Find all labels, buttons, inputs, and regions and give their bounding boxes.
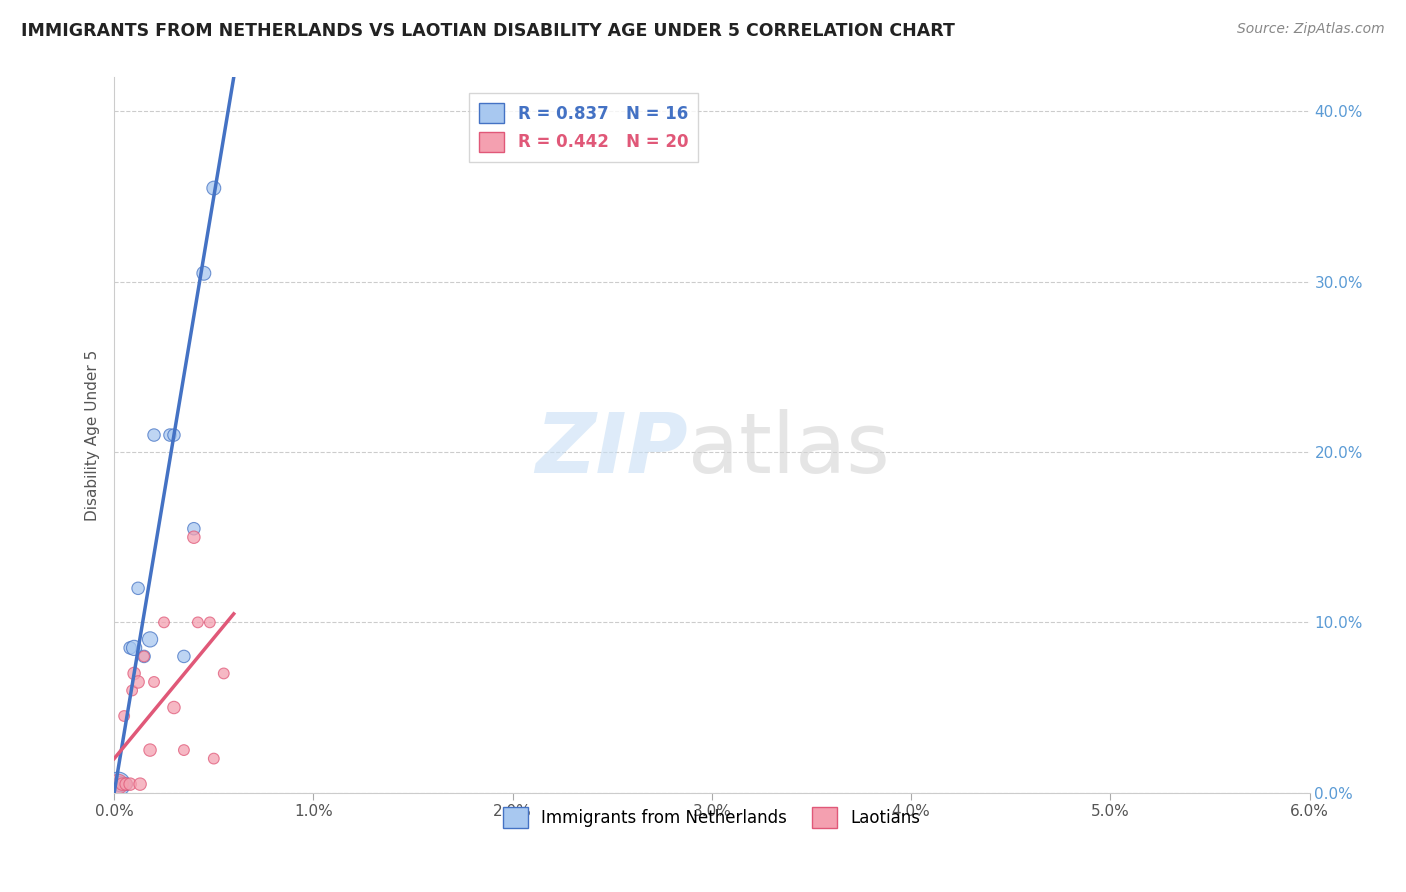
Point (153, 615, 176, 630)
Point (115, 777, 138, 791)
Point (108, 777, 131, 791)
Text: ZIP: ZIP (536, 409, 688, 490)
Text: atlas: atlas (688, 409, 890, 490)
Point (112, 777, 135, 791)
Point (107, 777, 129, 791)
Point (143, 428, 166, 442)
Point (173, 743, 195, 757)
Point (163, 428, 186, 442)
Point (122, 640, 145, 655)
Point (183, 522, 205, 536)
Point (139, 632, 162, 647)
Point (121, 683, 143, 698)
Point (212, 666, 235, 681)
Point (198, 615, 221, 630)
Point (193, 266, 215, 280)
Point (112, 709, 135, 723)
Point (115, 777, 138, 791)
Point (202, 181, 225, 195)
Point (120, 777, 142, 791)
Point (159, 428, 181, 442)
Point (173, 649, 195, 664)
Point (129, 777, 152, 791)
Text: Source: ZipAtlas.com: Source: ZipAtlas.com (1237, 22, 1385, 37)
Point (111, 777, 134, 791)
Point (187, 615, 209, 630)
Legend: Immigrants from Netherlands, Laotians: Immigrants from Netherlands, Laotians (496, 801, 928, 834)
Point (122, 666, 145, 681)
Point (143, 675, 166, 690)
Point (107, 777, 129, 791)
Point (139, 743, 162, 757)
Y-axis label: Disability Age Under 5: Disability Age Under 5 (86, 350, 100, 521)
Point (120, 640, 142, 655)
Point (127, 675, 149, 690)
Point (202, 751, 225, 765)
Point (132, 649, 155, 664)
Point (127, 582, 149, 596)
Point (163, 700, 186, 714)
Point (183, 530, 205, 544)
Text: IMMIGRANTS FROM NETHERLANDS VS LAOTIAN DISABILITY AGE UNDER 5 CORRELATION CHART: IMMIGRANTS FROM NETHERLANDS VS LAOTIAN D… (21, 22, 955, 40)
Point (132, 649, 155, 664)
